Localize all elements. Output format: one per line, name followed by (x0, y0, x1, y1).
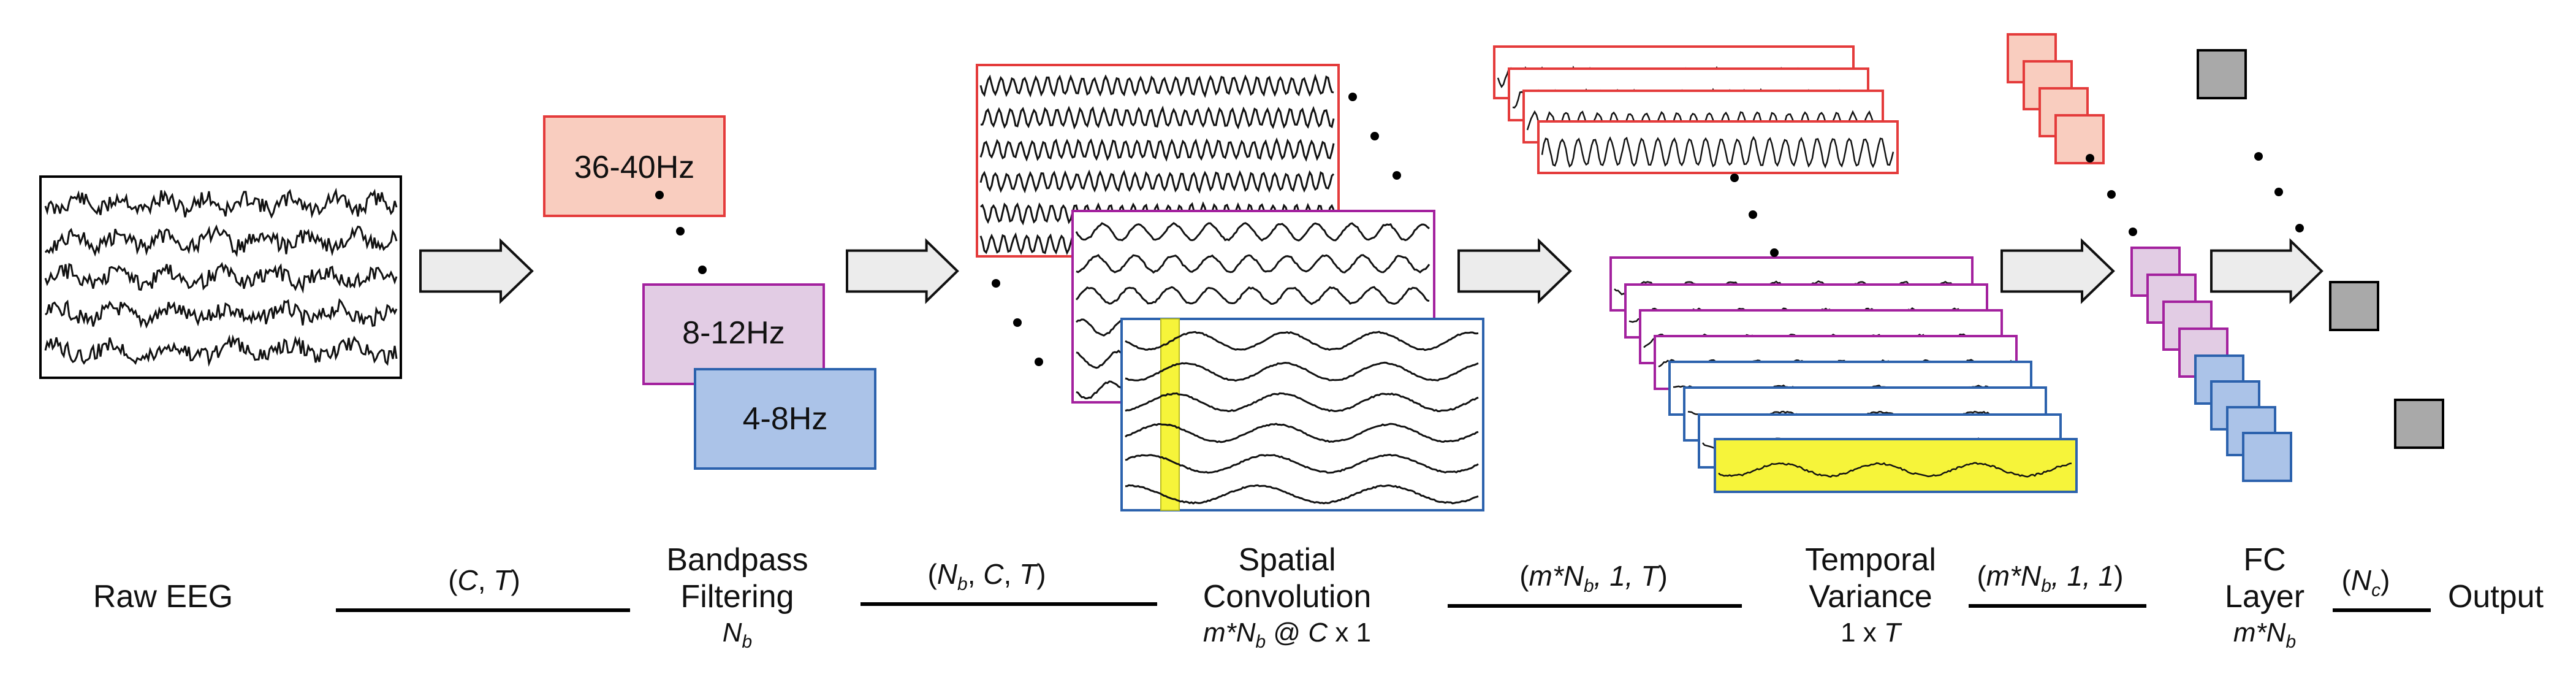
stage-fc-line1: FC (2243, 542, 2285, 578)
band-box-8-12hz: 8-12Hz (642, 283, 825, 385)
stage-spatial-line1: Spatial (1239, 542, 1336, 578)
band-label-high: 36-40Hz (574, 150, 695, 185)
temporal-dots (1730, 174, 1779, 257)
band-dots (655, 191, 707, 274)
stage-temporal-line2: Variance (1809, 579, 1932, 615)
stage-bandpass-line2: Filtering (681, 579, 794, 615)
raw-trace (44, 188, 398, 219)
stage-temporal-line1: Temporal (1805, 542, 1936, 578)
flow-arrow-1 (419, 238, 534, 304)
dim-label-1: (C, T) (448, 564, 520, 596)
temporal-stack-red (1493, 45, 1899, 174)
flow-arrow-4 (2000, 238, 2115, 304)
feature-squares (2007, 33, 2292, 482)
band-box-36-40hz: 36-40Hz (543, 115, 726, 217)
raw-eeg-traces (44, 188, 398, 367)
stage-fc-param: m*Nb (2233, 618, 2296, 652)
stage-spatial-line2: Convolution (1203, 579, 1372, 615)
stage-output: Output (2448, 579, 2544, 615)
feature-dots (2086, 152, 2304, 236)
band-label-theta: 4-8Hz (743, 401, 828, 437)
raw-trace (44, 298, 398, 329)
stage-raw-eeg: Raw EEG (93, 579, 233, 615)
band-label-alpha: 8-12Hz (682, 315, 785, 351)
stage-spatial-param: m*Nb @ C x 1 (1203, 618, 1371, 652)
raw-eeg-box (39, 175, 402, 379)
spatial-dots (992, 93, 1401, 366)
stage-temporal-param: 1 x T (1841, 618, 1902, 648)
flow-arrow-5 (2210, 238, 2323, 304)
flow-arrow-2 (846, 238, 959, 304)
temporal-stack-purple-blue (1609, 256, 2078, 493)
stage-fc-line2: Layer (2225, 579, 2304, 615)
raw-trace (44, 334, 398, 367)
output-squares (2197, 49, 2444, 449)
dim-label-4: (m*Nb, 1, 1) (1977, 560, 2123, 596)
stage-bandpass-line1: Bandpass (666, 542, 808, 578)
spatial-panel-blue (1120, 318, 1484, 511)
raw-trace (44, 262, 398, 294)
flow-arrow-3 (1457, 238, 1572, 304)
spatial-filter-highlight (1160, 318, 1180, 511)
raw-trace (44, 224, 398, 258)
stage-bandpass-param: Nb (723, 618, 752, 652)
dim-label-3: (m*Nb, 1, T) (1519, 560, 1668, 596)
band-box-4-8hz: 4-8Hz (694, 368, 876, 470)
dim-label-2: (Nb, C, T) (927, 558, 1046, 594)
dim-label-5: (Nc) (2342, 564, 2390, 600)
